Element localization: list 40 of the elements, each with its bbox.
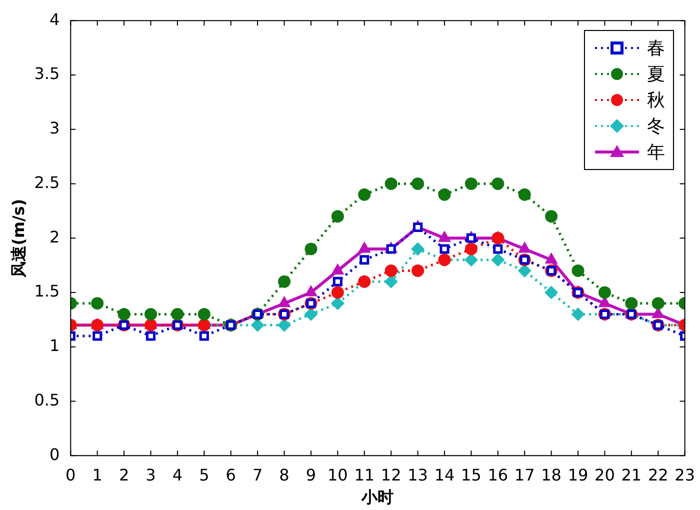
y-tick-label: 1.5 <box>34 282 60 301</box>
x-tick-label: 1 <box>92 465 102 484</box>
x-tick-label: 19 <box>568 465 588 484</box>
x-tick-label: 11 <box>354 465 375 484</box>
legend-label: 年 <box>647 141 665 164</box>
legend-label: 春 <box>647 37 665 60</box>
x-tick-label: 3 <box>146 465 156 484</box>
x-tick-label: 20 <box>594 465 615 484</box>
x-tick-label: 4 <box>172 465 183 484</box>
legend-label: 冬 <box>647 115 665 138</box>
y-tick-label: 3.5 <box>34 64 60 84</box>
x-tick-label: 21 <box>621 465 642 484</box>
y-tick-label: 2.5 <box>34 172 60 192</box>
legend-label: 夏 <box>647 63 665 86</box>
legend-label: 秋 <box>647 89 665 112</box>
y-tick-label: 2 <box>49 227 60 246</box>
x-tick-label: 15 <box>461 465 482 484</box>
x-tick-label: 22 <box>648 465 668 484</box>
x-tick-label: 10 <box>328 465 348 484</box>
x-tick-label: 18 <box>541 465 562 484</box>
x-tick-label: 14 <box>434 465 455 484</box>
y-axis-title: 风速(m/s) <box>8 198 28 278</box>
y-tick-label: 0 <box>49 444 60 464</box>
y-tick-label: 3 <box>49 118 60 138</box>
x-tick-label: 16 <box>488 465 508 484</box>
x-tick-label: 13 <box>408 465 428 484</box>
x-tick-label: 8 <box>279 465 290 484</box>
x-tick-label: 12 <box>380 465 402 484</box>
x-tick-label: 17 <box>514 465 535 484</box>
y-tick-label: 4 <box>49 10 60 29</box>
x-tick-label: 7 <box>252 465 263 484</box>
x-tick-label: 6 <box>226 465 236 484</box>
x-axis-title: 小时 <box>360 488 394 507</box>
y-tick-label: 0.5 <box>34 390 60 410</box>
y-tick-label: 1 <box>49 336 60 356</box>
x-tick-label: 5 <box>199 465 210 484</box>
x-tick-label: 23 <box>674 465 695 484</box>
x-tick-label: 2 <box>118 465 130 484</box>
x-tick-label: 0 <box>66 465 76 484</box>
x-tick-label: 9 <box>306 465 316 484</box>
